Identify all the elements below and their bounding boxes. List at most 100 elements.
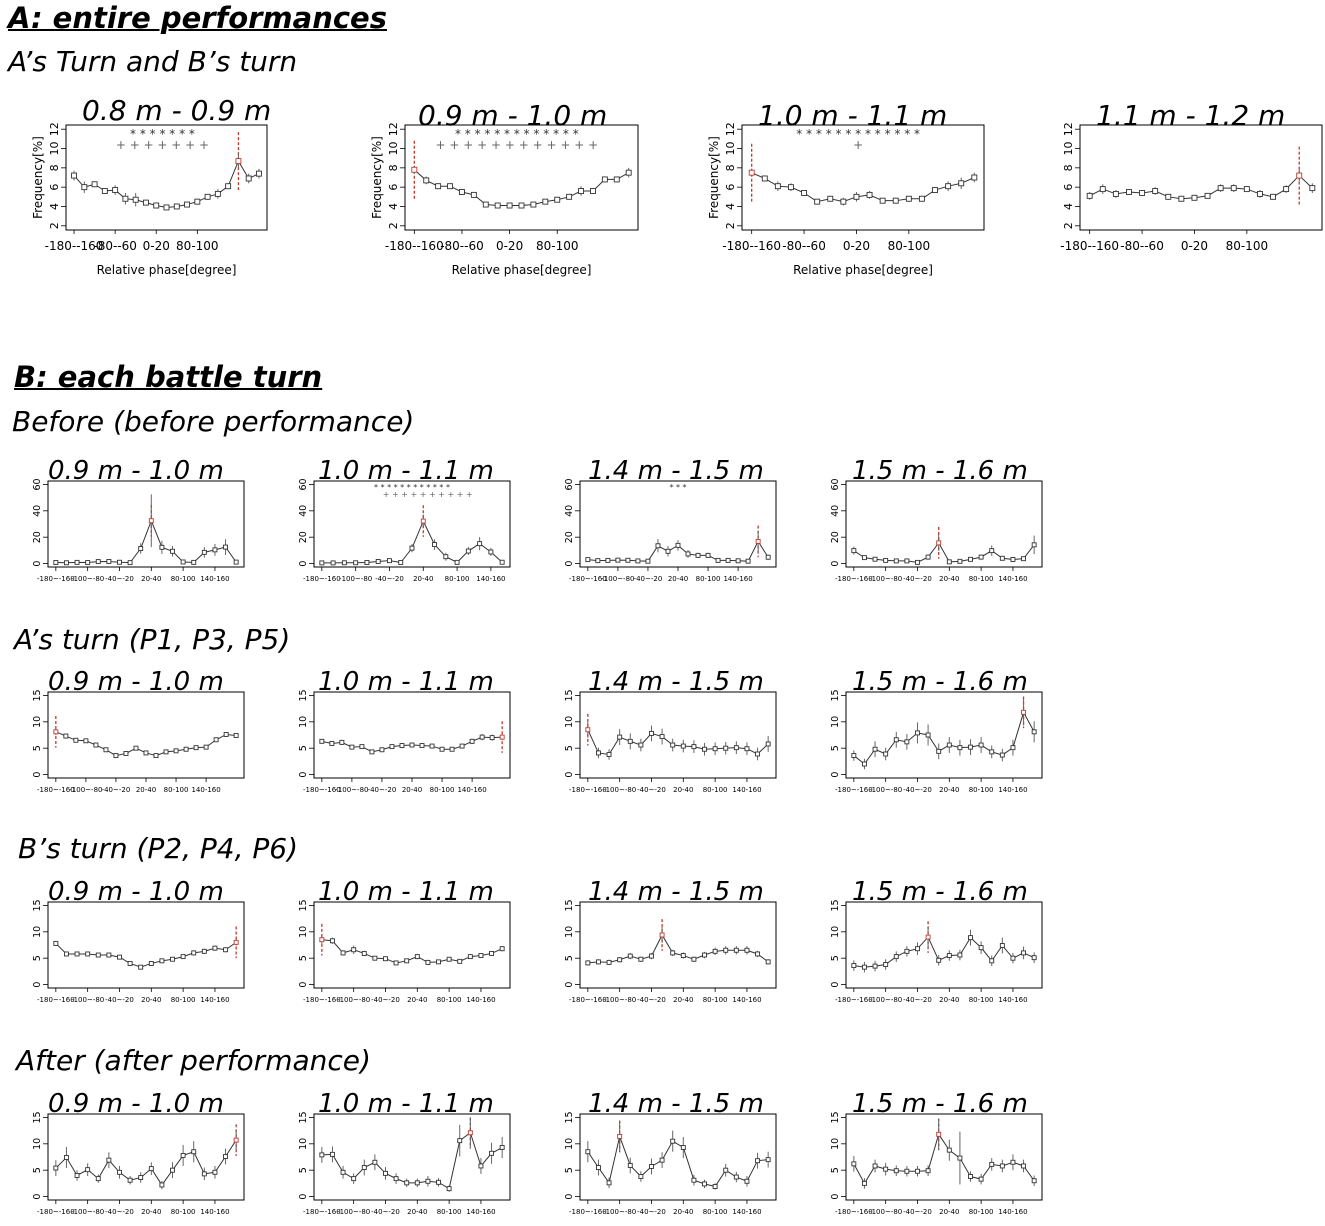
data-point [361, 950, 367, 956]
data-point [379, 747, 385, 753]
chart-title: 1.0 m - 1.1 m [318, 877, 494, 907]
y-tick-label: 0 [830, 561, 841, 567]
data-point [499, 734, 505, 740]
data-point [989, 958, 995, 964]
data-point [595, 558, 601, 564]
data-point [1126, 189, 1132, 195]
x-tick-label: -100~-80 [337, 996, 370, 1004]
x-tick-label: 20-40 [939, 575, 959, 583]
x-tick-label: -80--60 [1120, 239, 1164, 253]
data-point [201, 1171, 207, 1177]
x-tick-label: 80-100 [176, 239, 219, 253]
x-tick-label: 80-100 [171, 996, 196, 1004]
data-point [91, 181, 98, 188]
data-point [765, 1157, 771, 1163]
data-point [117, 559, 122, 565]
data-point [203, 744, 209, 750]
data-point [74, 1173, 80, 1178]
x-axis-label: Relative phase[degree] [793, 263, 933, 277]
data-point [449, 746, 455, 752]
x-tick-label: -100~-80 [71, 1208, 104, 1216]
data-point [447, 183, 453, 190]
data-point [383, 956, 388, 962]
y-tick-label: 15 [830, 1111, 841, 1123]
x-tick-label: 20-40 [141, 996, 161, 1004]
data-point [387, 558, 392, 564]
data-point [184, 201, 190, 208]
data-point [233, 1137, 239, 1143]
data-point [554, 196, 561, 203]
y-tick-label: 0 [830, 1194, 841, 1200]
y-tick-label: 0 [298, 561, 309, 567]
data-point [989, 1161, 995, 1167]
x-tick-label: -180~-160 [835, 996, 873, 1004]
data-point [765, 741, 771, 747]
data-point [761, 175, 768, 182]
data-point [1243, 186, 1250, 193]
x-axis-label: Relative phase[degree] [452, 263, 592, 277]
plot-frame [47, 1113, 245, 1201]
data-point [194, 198, 201, 205]
row-after-label: After (after performance) [16, 1044, 371, 1077]
data-point [936, 540, 942, 546]
data-point [872, 746, 878, 752]
x-tick-label: 0-20 [843, 239, 870, 253]
data-point [723, 745, 729, 751]
y-tick-label: 10 [387, 142, 400, 156]
data-point [148, 518, 154, 524]
chart-title: 0.9 m - 1.0 m [48, 877, 224, 907]
y-tick-label: 0 [32, 561, 43, 567]
data-point [905, 195, 912, 202]
data-point [879, 197, 886, 204]
y-tick-label: 15 [830, 899, 841, 911]
data-point [617, 957, 623, 963]
data-point [482, 201, 489, 208]
y-axis-label: Frequency[%] [31, 136, 45, 219]
x-tick-label: -40~-20 [371, 1208, 400, 1216]
data-point [670, 1138, 676, 1144]
x-tick-label: 80-100 [171, 575, 196, 583]
y-tick-label: 5 [32, 1167, 43, 1173]
chart-title: 0.9 m - 1.0 m [48, 456, 224, 486]
data-point [414, 1180, 420, 1186]
x-tick-label: 80-100 [969, 575, 994, 583]
data-point [989, 548, 995, 554]
y-tick-label: 15 [564, 899, 575, 911]
data-point [163, 204, 170, 211]
data-point [173, 748, 179, 754]
data-point [457, 958, 463, 964]
data-point [53, 729, 59, 735]
data-point [715, 557, 721, 563]
data-point [53, 560, 59, 565]
x-tick-label: -180--160 [45, 239, 104, 253]
data-point [892, 197, 899, 204]
series-line [321, 939, 503, 964]
data-point [918, 195, 925, 202]
data-point [435, 183, 442, 190]
data-point [340, 950, 346, 956]
y-tick-label: 40 [564, 505, 575, 517]
data-point [489, 735, 495, 741]
data-point [585, 960, 591, 966]
data-point [148, 961, 154, 966]
y-tick-label: 10 [564, 716, 575, 728]
data-point [605, 557, 611, 563]
data-point [389, 744, 395, 750]
x-tick-label: -180~-160 [835, 1208, 873, 1216]
data-point [191, 950, 197, 956]
y-tick-label: 6 [1062, 184, 1075, 191]
data-point [861, 761, 867, 767]
data-point [364, 560, 370, 565]
data-point [465, 548, 471, 554]
data-point [872, 1163, 878, 1169]
series-line [55, 1139, 237, 1186]
plot-frame [845, 901, 1043, 989]
data-point [925, 934, 931, 940]
data-point [851, 753, 857, 759]
x-tick-label: -180~-160 [37, 1208, 75, 1216]
data-point [106, 952, 112, 958]
series-line [853, 541, 1035, 563]
